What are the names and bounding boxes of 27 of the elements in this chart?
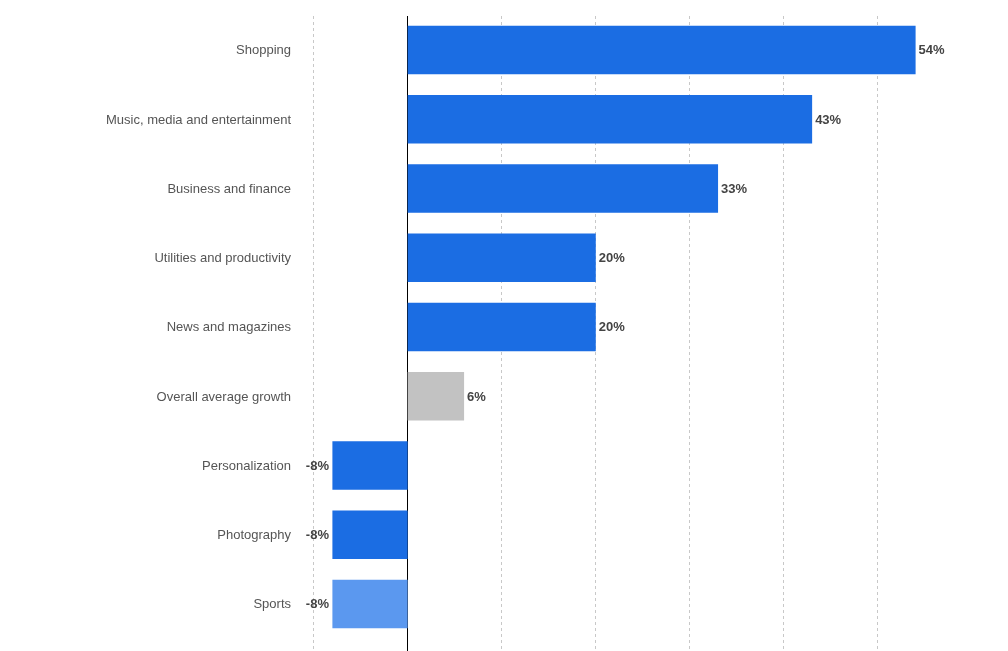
data-label: 33% [721,180,748,196]
bar [332,441,408,490]
data-label: 43% [815,111,842,127]
bar [407,164,719,213]
y-tick-label: Shopping [236,42,291,58]
y-tick-label: Overall average growth [156,388,291,404]
bar [407,94,813,144]
data-label: -8% [305,457,330,473]
bar [407,371,465,421]
data-label: -8% [305,527,330,543]
data-label: 54% [918,42,946,58]
bar [332,510,408,559]
y-tick-label: Photography [217,527,292,543]
bar [407,233,596,282]
data-label: 20% [598,250,626,266]
y-tick-label: Personalization [202,457,291,473]
data-label: -8% [305,596,330,612]
y-tick-label: Business and finance [167,180,291,196]
y-tick-label: Sports [253,596,292,612]
bar [332,579,408,629]
data-label: 20% [598,319,626,335]
bar [407,25,916,75]
y-tick-label: Music, media and entertainment [106,111,292,127]
y-tick-label: Utilities and productivity [154,250,292,266]
bar [407,302,596,352]
data-label: 6% [467,388,487,404]
y-tick-label: News and magazines [166,319,292,335]
